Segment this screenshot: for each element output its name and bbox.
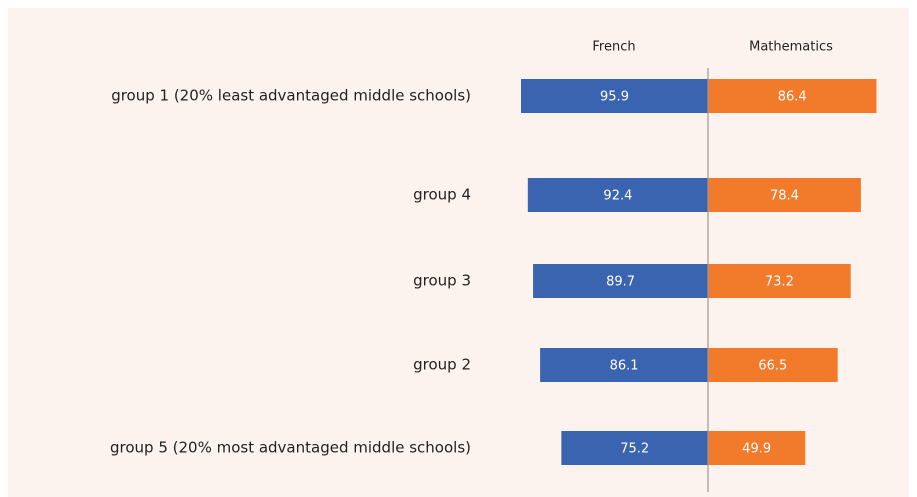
value-label: 75.2 <box>620 442 649 457</box>
category-label: group 3 <box>413 272 471 290</box>
value-label: 73.2 <box>765 275 794 290</box>
bar <box>520 79 708 113</box>
category-label: group 4 <box>413 186 471 204</box>
category-label: group 1 (20% least advantaged middle sch… <box>111 87 471 105</box>
value-label: 49.9 <box>742 442 771 457</box>
category-label: group 5 (20% most advantaged middle scho… <box>110 439 471 457</box>
value-label: 78.4 <box>770 189 799 204</box>
value-label: 86.1 <box>610 359 639 374</box>
value-label: 66.5 <box>758 359 787 374</box>
bar <box>708 348 838 382</box>
category-label: group 2 <box>413 356 471 374</box>
bar <box>708 79 877 113</box>
series-header: French <box>592 40 635 55</box>
value-label: 89.7 <box>606 275 635 290</box>
value-label: 86.4 <box>778 90 807 105</box>
bar <box>561 431 708 465</box>
bar <box>527 178 708 212</box>
value-label: 95.9 <box>600 90 629 105</box>
bar <box>708 264 851 298</box>
value-label: 92.4 <box>603 189 632 204</box>
bar <box>533 264 708 298</box>
bar <box>708 178 861 212</box>
bar <box>540 348 708 382</box>
bar <box>708 431 806 465</box>
series-header: Mathematics <box>749 40 833 55</box>
